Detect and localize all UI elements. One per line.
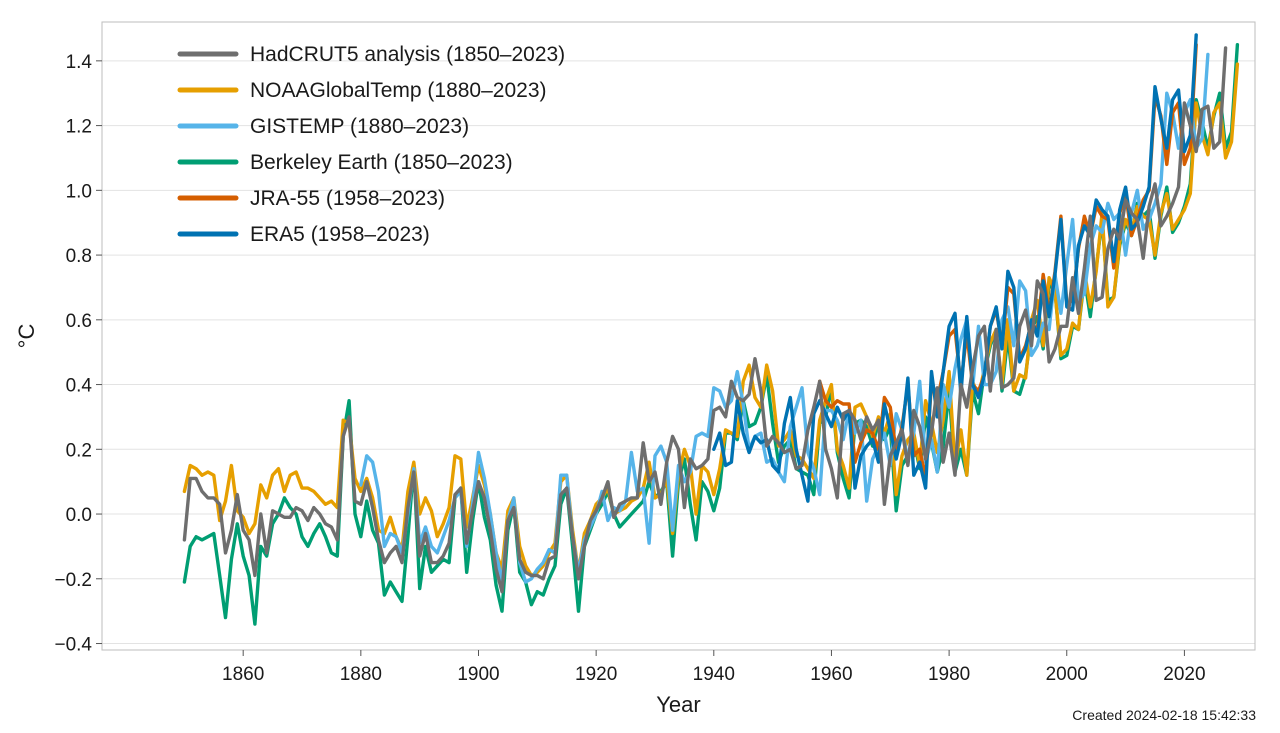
created-timestamp: Created 2024-02-18 15:42:33 — [1072, 707, 1256, 723]
series-line — [182, 43, 1240, 626]
y-tick-label: 0.6 — [66, 311, 92, 332]
y-tick-label: 1.0 — [66, 181, 92, 202]
y-tick-label: 1.4 — [66, 52, 93, 73]
y-tick-label: 0.8 — [66, 246, 92, 267]
x-axis-title: Year — [656, 692, 700, 717]
y-axis-title: °C — [14, 324, 39, 349]
x-tick-label: 1900 — [457, 664, 499, 685]
x-axis: 1860 1880 1900 1920 1940 1960 1980 2000 2020 — [222, 650, 1206, 685]
legend-label: Berkeley Earth (1850–2023) — [250, 151, 513, 174]
series-line — [818, 43, 1198, 481]
y-tick-label: 0.0 — [66, 505, 92, 526]
legend-label: NOAAGlobalTemp (1880–2023) — [250, 79, 547, 102]
gridlines — [102, 60, 1255, 645]
x-tick-label: 1920 — [575, 664, 617, 685]
y-tick-label: 0.4 — [66, 376, 93, 397]
series-line — [182, 62, 1240, 578]
plot-frame — [101, 21, 1256, 651]
legend-label: ERA5 (1958–2023) — [250, 223, 430, 246]
y-tick-label: 1.2 — [66, 117, 92, 138]
legend-label: HadCRUT5 analysis (1850–2023) — [250, 43, 565, 66]
x-tick-label: 1940 — [693, 664, 735, 685]
legend: HadCRUT5 analysis (1850–2023) NOAAGlobalT… — [177, 43, 565, 246]
series-lines — [182, 33, 1240, 626]
x-tick-label: 1880 — [340, 664, 382, 685]
x-tick-label: 2000 — [1046, 664, 1088, 685]
x-tick-label: 1960 — [810, 664, 852, 685]
series-line — [712, 33, 1198, 503]
x-tick-label: 1980 — [928, 664, 970, 685]
legend-label: JRA-55 (1958–2023) — [250, 187, 445, 210]
y-tick-label: −0.4 — [54, 635, 92, 656]
series-line — [182, 46, 1228, 594]
y-axis: −0.4 −0.2 0.0 0.2 0.4 0.6 0.8 1.0 1.2 1.4 — [54, 52, 102, 656]
y-tick-label: −0.2 — [54, 570, 92, 591]
x-tick-label: 2020 — [1163, 664, 1205, 685]
y-tick-label: 0.2 — [66, 440, 92, 461]
legend-label: GISTEMP (1880–2023) — [250, 115, 469, 138]
x-tick-label: 1860 — [222, 664, 264, 685]
